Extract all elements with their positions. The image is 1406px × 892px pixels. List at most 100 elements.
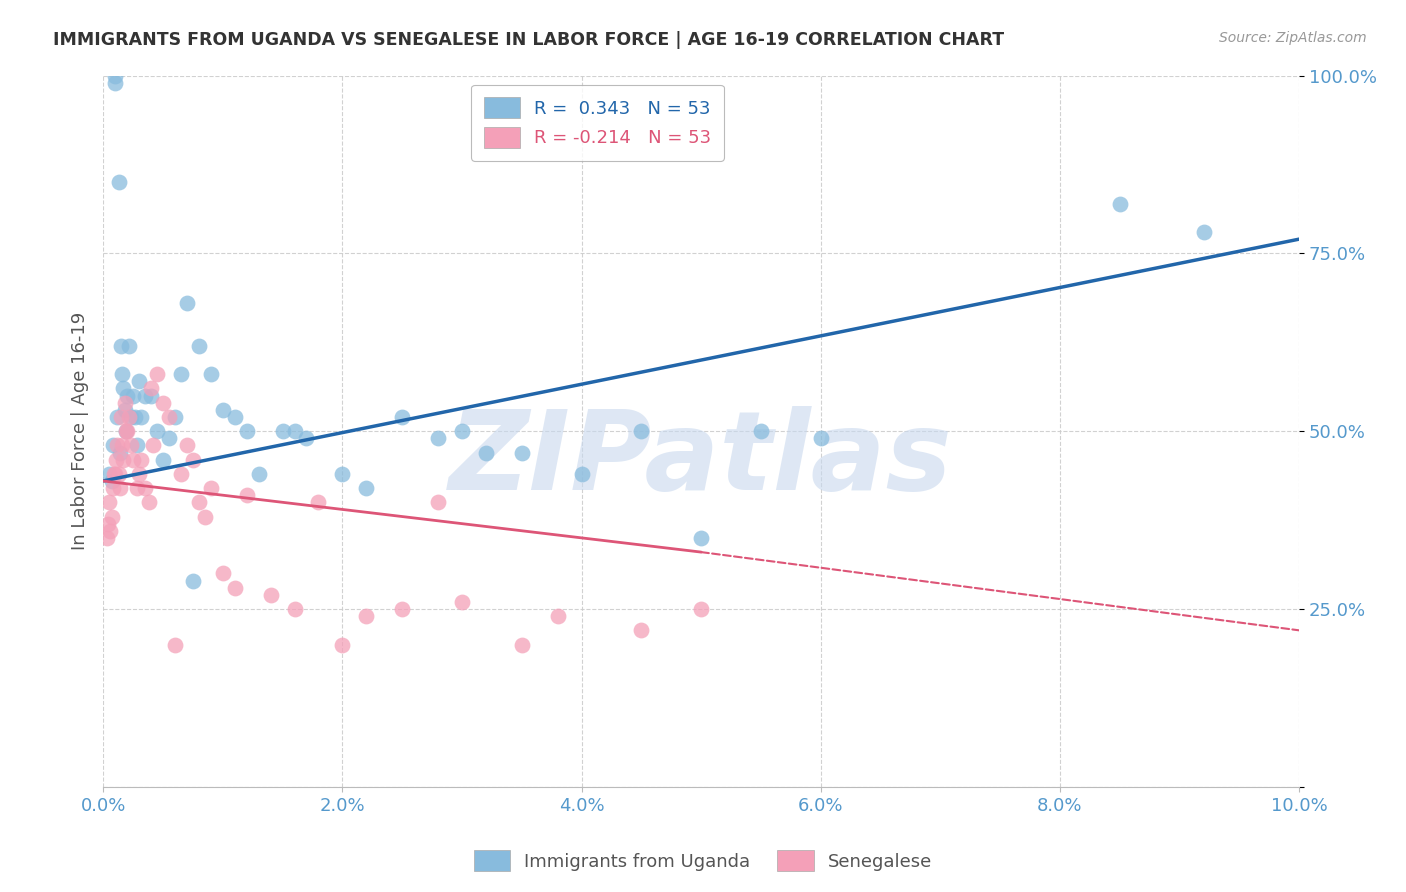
Point — [247, 467, 270, 481]
Point — [107, 409, 129, 424]
Point — [356, 609, 378, 624]
Point — [170, 368, 193, 382]
Point — [98, 495, 121, 509]
Point — [114, 395, 136, 409]
Point — [224, 581, 246, 595]
Point — [259, 588, 281, 602]
Point — [181, 452, 204, 467]
Point — [115, 424, 138, 438]
Point — [181, 574, 204, 588]
Point — [115, 424, 138, 438]
Point — [97, 516, 120, 531]
Point — [124, 409, 146, 424]
Point — [118, 339, 141, 353]
Legend: Immigrants from Uganda, Senegalese: Immigrants from Uganda, Senegalese — [467, 843, 939, 879]
Point — [475, 445, 498, 459]
Point — [114, 402, 136, 417]
Point — [131, 409, 153, 424]
Point — [176, 438, 198, 452]
Point — [98, 467, 121, 481]
Point — [200, 481, 222, 495]
Point — [104, 69, 127, 83]
Point — [157, 409, 180, 424]
Point — [107, 467, 129, 481]
Point — [451, 595, 474, 609]
Point — [510, 638, 533, 652]
Point — [122, 389, 145, 403]
Point — [122, 452, 145, 467]
Point — [235, 424, 257, 438]
Point — [330, 638, 353, 652]
Point — [690, 602, 713, 616]
Point — [107, 438, 129, 452]
Point — [146, 424, 169, 438]
Point — [125, 481, 148, 495]
Point — [391, 409, 413, 424]
Point — [104, 467, 127, 481]
Point — [128, 467, 150, 481]
Point — [427, 495, 450, 509]
Point — [146, 368, 169, 382]
Point — [510, 445, 533, 459]
Point — [391, 602, 413, 616]
Point — [630, 424, 652, 438]
Point — [157, 431, 180, 445]
Point — [103, 467, 125, 481]
Point — [120, 438, 142, 452]
Point — [810, 431, 832, 445]
Point — [152, 452, 174, 467]
Point — [115, 389, 138, 403]
Point — [96, 531, 118, 545]
Point — [110, 339, 132, 353]
Point — [1108, 196, 1130, 211]
Point — [690, 531, 713, 545]
Point — [307, 495, 329, 509]
Point — [176, 296, 198, 310]
Point — [111, 368, 134, 382]
Point — [112, 452, 135, 467]
Point — [211, 402, 233, 417]
Point — [224, 409, 246, 424]
Point — [152, 395, 174, 409]
Point — [451, 424, 474, 438]
Point — [100, 509, 122, 524]
Point — [170, 467, 193, 481]
Point — [295, 431, 318, 445]
Point — [427, 431, 450, 445]
Legend: R =  0.343   N = 53, R = -0.214   N = 53: R = 0.343 N = 53, R = -0.214 N = 53 — [471, 85, 724, 161]
Point — [110, 409, 132, 424]
Point — [108, 481, 131, 495]
Point — [271, 424, 294, 438]
Point — [547, 609, 569, 624]
Text: Source: ZipAtlas.com: Source: ZipAtlas.com — [1219, 31, 1367, 45]
Point — [139, 389, 162, 403]
Point — [107, 175, 129, 189]
Y-axis label: In Labor Force | Age 16-19: In Labor Force | Age 16-19 — [72, 312, 89, 550]
Point — [356, 481, 378, 495]
Point — [187, 495, 209, 509]
Point — [283, 602, 305, 616]
Point — [125, 438, 148, 452]
Point — [630, 624, 652, 638]
Point — [200, 368, 222, 382]
Point — [142, 438, 165, 452]
Point — [104, 76, 127, 90]
Point — [749, 424, 772, 438]
Point — [194, 509, 217, 524]
Point — [128, 375, 150, 389]
Point — [163, 409, 186, 424]
Point — [163, 638, 186, 652]
Point — [330, 467, 353, 481]
Point — [138, 495, 160, 509]
Text: ZIPatlas: ZIPatlas — [450, 406, 953, 513]
Point — [105, 452, 128, 467]
Point — [118, 409, 141, 424]
Point — [1192, 225, 1215, 239]
Point — [112, 382, 135, 396]
Point — [100, 474, 122, 488]
Point — [111, 438, 134, 452]
Point — [283, 424, 305, 438]
Point — [101, 481, 124, 495]
Point — [134, 389, 156, 403]
Point — [187, 339, 209, 353]
